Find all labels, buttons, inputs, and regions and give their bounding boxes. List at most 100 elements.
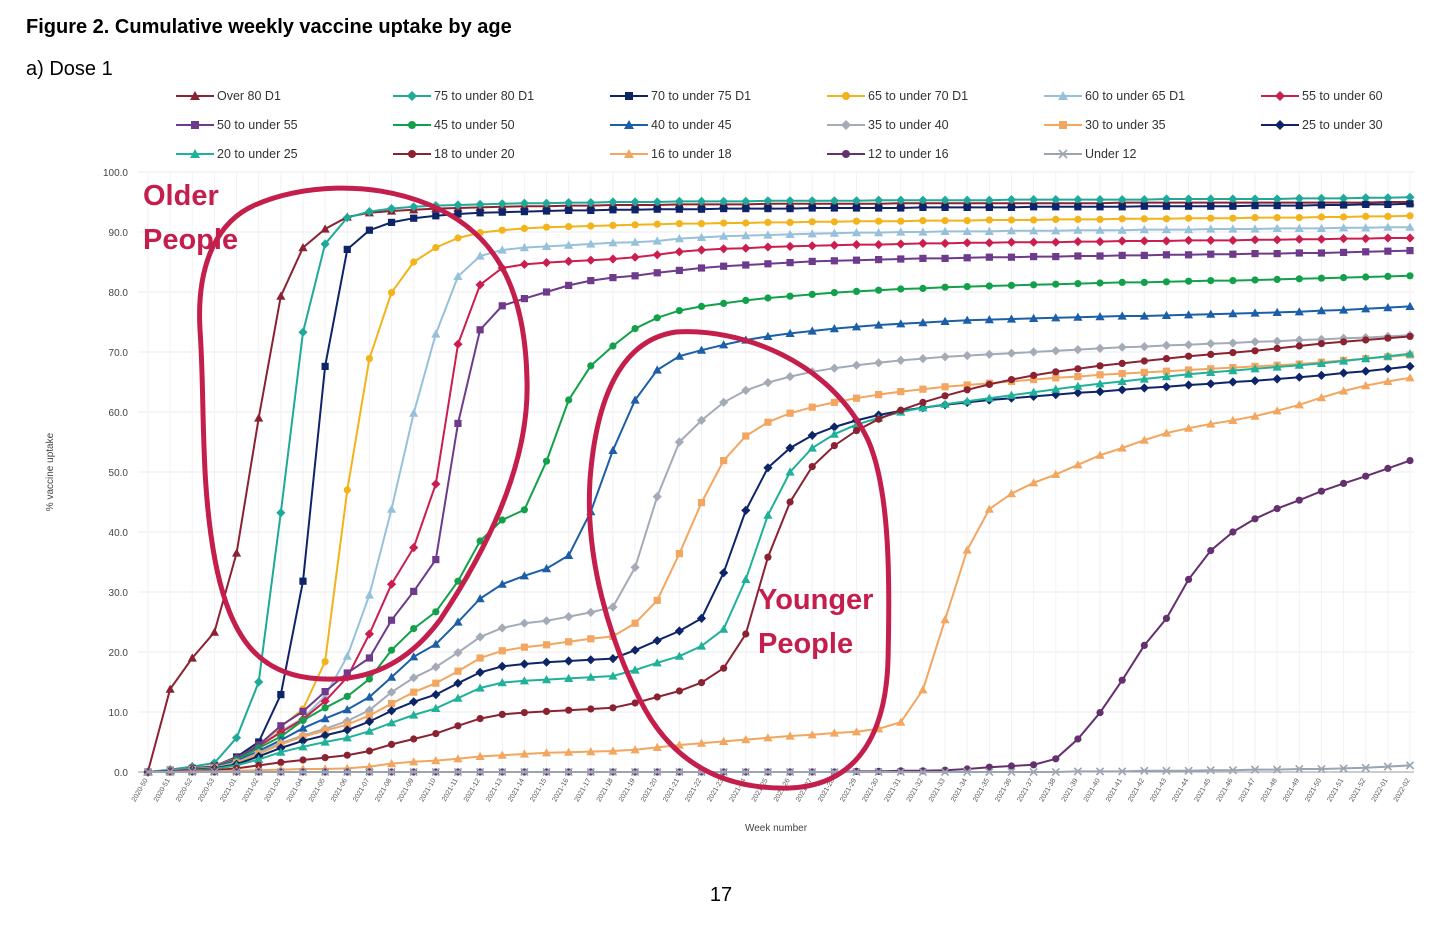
- legend-label: 18 to under 20: [434, 147, 515, 161]
- data-point: [498, 226, 506, 234]
- data-point: [1140, 251, 1148, 259]
- data-point: [874, 320, 884, 329]
- data-point: [807, 443, 817, 452]
- data-point: [1006, 237, 1017, 247]
- data-point: [985, 763, 993, 771]
- data-point: [1030, 203, 1038, 211]
- data-point: [255, 761, 263, 770]
- data-point: [209, 627, 220, 636]
- data-point: [321, 362, 329, 370]
- data-point: [963, 254, 971, 262]
- data-point: [674, 247, 684, 257]
- data-point: [520, 295, 528, 303]
- page-number: 17: [709, 884, 733, 906]
- x-tick-label: 2021-45: [1194, 777, 1213, 803]
- data-point: [475, 632, 485, 642]
- data-point: [1273, 250, 1281, 258]
- data-point: [941, 254, 949, 262]
- legend-label: 70 to under 75 D1: [651, 89, 751, 103]
- data-point: [1073, 195, 1083, 205]
- legend-swatch-marker: [191, 121, 199, 129]
- data-point: [1006, 348, 1017, 358]
- x-tick-label: 2021-07: [352, 777, 371, 803]
- data-point: [1074, 203, 1082, 211]
- data-point: [231, 548, 242, 557]
- data-point: [520, 709, 528, 717]
- data-point: [897, 406, 905, 414]
- data-point: [387, 740, 396, 749]
- data-point: [1051, 767, 1060, 777]
- data-point: [1206, 309, 1216, 318]
- series-lines: [143, 192, 1415, 777]
- data-point: [1073, 381, 1083, 390]
- data-point: [1273, 275, 1281, 283]
- data-point: [829, 228, 839, 237]
- data-point: [984, 315, 994, 324]
- data-point: [431, 662, 441, 672]
- data-point: [874, 228, 884, 237]
- legend-item: 30 to under 35: [1044, 118, 1166, 132]
- data-point: [1295, 202, 1303, 210]
- data-point: [697, 205, 706, 213]
- data-point: [1095, 225, 1105, 234]
- data-point: [343, 245, 351, 253]
- legend-swatch-marker: [1058, 91, 1068, 100]
- data-point: [1206, 419, 1216, 428]
- data-point: [1229, 528, 1237, 536]
- older-label-line-2: People: [143, 224, 238, 256]
- data-point: [962, 238, 972, 248]
- data-point: [674, 651, 684, 660]
- data-point: [497, 579, 507, 588]
- data-point: [653, 220, 661, 228]
- data-point: [1006, 226, 1017, 235]
- data-point: [1161, 340, 1172, 350]
- data-point: [919, 398, 927, 406]
- data-point: [1184, 352, 1193, 360]
- series-6: [144, 247, 1414, 776]
- data-point: [1316, 393, 1327, 402]
- legend-label: 16 to under 18: [651, 147, 732, 161]
- data-point: [1206, 367, 1216, 376]
- data-point: [1250, 364, 1260, 373]
- data-point: [1294, 193, 1304, 203]
- data-point: [519, 749, 529, 758]
- data-point: [1273, 214, 1281, 222]
- data-point: [298, 742, 308, 751]
- data-point: [1339, 201, 1348, 209]
- x-tick-label: 2022-01: [1371, 777, 1390, 803]
- data-point: [1384, 212, 1392, 220]
- data-point: [1207, 277, 1215, 285]
- data-point: [476, 715, 484, 723]
- data-point: [896, 239, 906, 249]
- data-point: [542, 707, 551, 716]
- data-point: [1073, 225, 1083, 234]
- x-axis-title: Week number: [745, 823, 808, 834]
- data-point: [697, 220, 706, 228]
- legend-label: 55 to under 60: [1302, 89, 1383, 103]
- x-tick-label: 2020-51: [153, 777, 172, 803]
- data-point: [1029, 387, 1039, 396]
- data-point: [1162, 367, 1171, 375]
- data-point: [565, 638, 573, 646]
- data-point: [675, 307, 683, 315]
- data-point: [453, 271, 463, 280]
- data-point: [587, 222, 595, 230]
- data-point: [918, 685, 928, 694]
- data-point: [741, 243, 751, 253]
- data-point: [786, 259, 794, 267]
- data-point: [741, 196, 751, 206]
- data-point: [541, 657, 552, 667]
- data-point: [675, 266, 683, 274]
- series-0: [143, 197, 1415, 775]
- data-point: [696, 738, 707, 747]
- data-point: [364, 590, 375, 599]
- x-tick-label: 2021-36: [994, 777, 1013, 803]
- data-point: [409, 757, 419, 766]
- data-point: [277, 691, 285, 699]
- data-point: [830, 257, 838, 265]
- data-point: [608, 445, 618, 454]
- data-point: [1361, 381, 1371, 390]
- data-point: [276, 747, 286, 756]
- data-point: [431, 329, 441, 338]
- data-point: [1362, 248, 1370, 256]
